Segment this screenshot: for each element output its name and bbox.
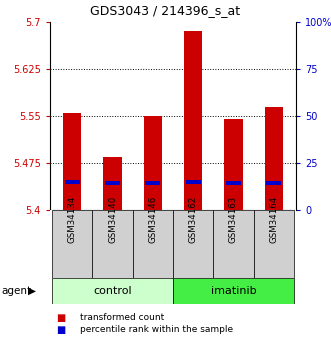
Text: GSM34163: GSM34163 (229, 195, 238, 243)
Text: imatinib: imatinib (211, 286, 256, 296)
Bar (254, 210, 294, 278)
Bar (265, 107, 283, 210)
Text: ■: ■ (57, 325, 66, 335)
Text: percentile rank within the sample: percentile rank within the sample (80, 325, 233, 335)
Text: transformed count: transformed count (80, 314, 164, 323)
Text: agent: agent (2, 286, 32, 296)
Bar (105, 181, 120, 185)
Bar (145, 181, 161, 185)
Text: GDS3043 / 214396_s_at: GDS3043 / 214396_s_at (90, 4, 241, 17)
Bar (144, 116, 162, 210)
Bar (92, 210, 133, 278)
Text: ■: ■ (57, 313, 66, 323)
Bar (52, 278, 173, 304)
Text: GSM34140: GSM34140 (108, 195, 117, 243)
Bar (103, 157, 121, 210)
Bar (52, 210, 92, 278)
Bar (266, 181, 281, 185)
Text: GSM34162: GSM34162 (189, 195, 198, 243)
Bar (184, 31, 202, 210)
Bar (185, 180, 201, 184)
Bar (173, 210, 213, 278)
Bar (173, 278, 294, 304)
Text: GSM34146: GSM34146 (148, 195, 157, 243)
Bar (65, 180, 80, 184)
Bar (63, 113, 81, 210)
Bar (224, 119, 243, 210)
Text: GSM34134: GSM34134 (68, 195, 77, 243)
Bar (133, 210, 173, 278)
Bar (226, 181, 241, 185)
Text: GSM34164: GSM34164 (269, 195, 278, 243)
Text: ▶: ▶ (28, 286, 36, 296)
Bar (213, 210, 254, 278)
Text: control: control (93, 286, 132, 296)
